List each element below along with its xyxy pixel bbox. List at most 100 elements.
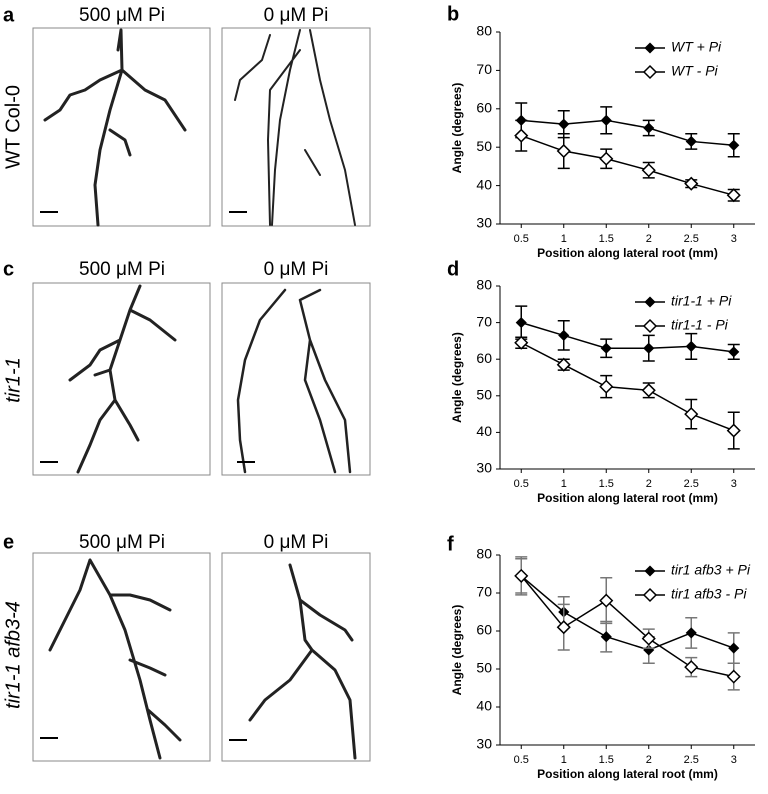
data-point [641,631,656,646]
data-point [515,317,527,329]
data-point [514,335,529,350]
data-point [600,114,612,126]
image-frame [32,552,211,762]
y-tick-label: 60 [476,622,492,638]
row-label: WT Col-0 [2,85,24,169]
data-point [558,329,570,341]
legend-marker [642,318,658,334]
y-axis-title: Angle (degrees) [450,332,464,423]
panel-letter: a [3,4,15,26]
panel-letter: f [447,533,454,555]
condition-label: 500 μM Pi [79,5,165,26]
y-tick-label: 70 [476,313,492,329]
root [68,284,177,474]
data-point [728,139,740,151]
legend-label: tir1-1 + Pi [671,293,732,309]
root [43,28,187,227]
y-tick-label: 60 [476,100,492,116]
data-point [684,660,699,675]
x-tick-label: 0.5 [514,233,529,245]
legend-label: WT + Pi [671,39,722,55]
x-axis-title: Position along lateral root (mm) [537,767,718,781]
legend-marker [644,565,656,577]
root-images [32,27,371,762]
x-tick-label: 1 [561,233,567,245]
data-point [558,118,570,130]
root [236,288,352,474]
data-point [728,346,740,358]
y-tick-label: 40 [476,423,492,439]
x-tick-label: 3 [731,233,737,245]
panel-letter: e [3,531,14,553]
legend-marker [642,587,658,603]
y-tick-label: 40 [476,176,492,192]
condition-label: 0 μM Pi [264,259,329,280]
data-point [685,627,697,639]
legend-label: tir1-1 - Pi [671,317,729,333]
series-line [521,119,734,147]
x-tick-label: 2.5 [684,478,699,490]
y-tick-label: 60 [476,350,492,366]
x-tick-label: 0.5 [514,754,529,766]
x-tick-label: 2 [646,478,652,490]
data-point [643,122,655,134]
condition-label: 500 μM Pi [79,259,165,280]
x-axis-title: Position along lateral root (mm) [537,491,718,505]
data-point [684,176,699,191]
data-point [726,669,741,684]
data-point [684,407,699,422]
series-line [520,134,734,196]
data-point [685,340,697,352]
legend-marker [642,64,658,80]
y-tick-label: 50 [476,387,492,403]
data-point [726,188,741,203]
panel-letter: c [3,258,14,280]
x-tick-label: 2 [646,754,652,766]
data-point [599,593,614,608]
x-tick-label: 2.5 [684,233,699,245]
series-line [520,575,734,678]
panel-letter: b [447,3,459,25]
data-point [643,342,655,354]
data-point [599,379,614,394]
series-line [520,342,735,432]
y-tick-label: 70 [476,61,492,77]
data-point [514,568,529,583]
data-point [726,423,741,438]
data-point [599,151,614,166]
y-tick-label: 70 [476,584,492,600]
panel-letter: d [447,258,459,280]
x-tick-label: 1.5 [599,754,614,766]
x-tick-label: 2 [646,233,652,245]
data-point [514,128,529,143]
y-tick-label: 80 [476,23,492,39]
data-point [556,620,571,635]
condition-label: 0 μM Pi [264,532,329,553]
x-tick-label: 1 [561,754,567,766]
legend-marker [644,296,656,308]
root [248,563,357,760]
condition-label: 0 μM Pi [264,5,329,26]
data-point [641,383,656,398]
data-point [556,357,571,372]
x-tick-label: 3 [731,754,737,766]
legend-label: tir1 afb3 - Pi [671,586,747,602]
y-tick-label: 50 [476,138,492,154]
series-line [520,575,735,651]
x-tick-label: 3 [731,478,737,490]
data-point [600,631,612,643]
data-point [685,135,697,148]
row-label: tir1-1 afb3-4 [2,601,24,709]
y-tick-label: 30 [476,215,492,231]
y-tick-label: 50 [476,660,492,676]
series-line [521,321,734,353]
image-frame [221,282,371,476]
y-tick-label: 30 [476,736,492,752]
image-frame [32,282,211,476]
x-tick-label: 2.5 [684,754,699,766]
x-axis-title: Position along lateral root (mm) [537,246,718,260]
x-tick-label: 1.5 [599,478,614,490]
data-point [600,342,612,354]
y-axis-title: Angle (degrees) [450,83,464,174]
